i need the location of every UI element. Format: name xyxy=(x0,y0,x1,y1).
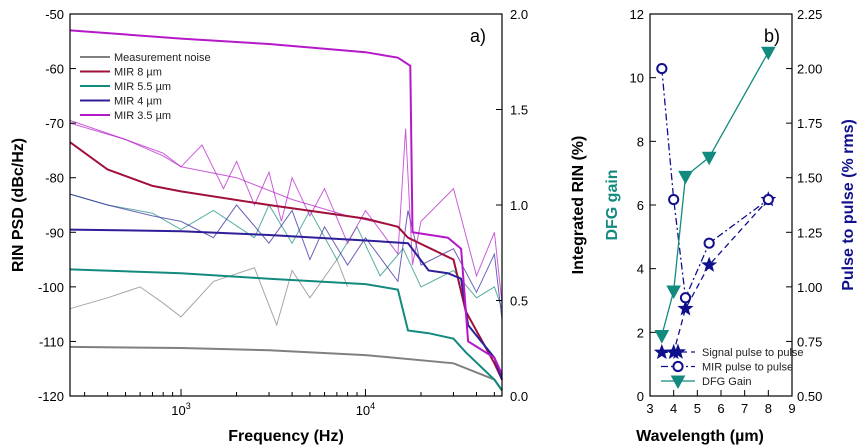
legend-label-mir4: MIR 4 µm xyxy=(114,96,162,108)
data-point-mir xyxy=(762,193,774,206)
x-tick-label-b: 4 xyxy=(670,401,677,416)
data-point-signal xyxy=(701,256,718,272)
legend-b: Signal pulse to pulse MIR pulse to pulse D… xyxy=(661,343,804,390)
data-point-mir xyxy=(656,62,668,75)
y-tick-label-right-b: 1.00 xyxy=(797,280,822,295)
y-tick-label-right-b: 0.50 xyxy=(797,389,822,404)
x-tick-label-b: 6 xyxy=(717,401,724,416)
panel-a-rin-chart: -50 -60 -70 -80 -90 -100 -110 -120 2.0 1.5 1.0 0.5 0… xyxy=(10,7,587,445)
y-tick-label-left-a: -60 xyxy=(45,62,64,77)
y-tick-label-left-a: -90 xyxy=(45,225,64,240)
legend-label-noise: Measurement noise xyxy=(114,52,211,64)
y-tick-label-right-a: 0.5 xyxy=(510,294,528,309)
x-tick-label-a: 104 xyxy=(356,401,375,418)
x-axis-label-a: Frequency (Hz) xyxy=(228,428,344,445)
psd-trace-mir35 xyxy=(69,122,503,304)
panel-b-gain-chart: 3 4 5 6 7 8 9 0 2 4 6 8 10 12 0.50 0.75 1.00 1.25 1.50 1.75… xyxy=(604,7,857,445)
y-tick-label-right-b: 1.50 xyxy=(797,171,822,186)
legend-label-signal: Signal pulse to pulse xyxy=(702,347,804,359)
x-tick-label-b: 9 xyxy=(788,401,795,416)
x-tick-label-b: 8 xyxy=(765,401,772,416)
y-tick-label-right-b: 2.00 xyxy=(797,62,822,77)
axis-ticks-a: -50 -60 -70 -80 -90 -100 -110 -120 2.0 1.5 1.0 0.5 0… xyxy=(38,7,528,418)
plot-frame-b xyxy=(649,13,793,397)
y-tick-label-left-b: 10 xyxy=(630,71,644,86)
y-axis-label-right-a: Integrated RIN (%) xyxy=(570,136,587,275)
y-tick-label-left-a: -70 xyxy=(45,116,64,131)
y-tick-label-left-a: -50 xyxy=(45,7,64,22)
panel-b-label: b) xyxy=(764,26,780,46)
integrated-trace-mir8 xyxy=(69,141,503,381)
data-point-dfg xyxy=(701,151,717,166)
x-tick-label-a: 103 xyxy=(171,401,190,418)
y-tick-label-left-b: 12 xyxy=(630,7,644,22)
legend-marker-dfg xyxy=(670,375,686,390)
psd-trace-mir4 xyxy=(69,193,503,320)
data-point-dfg xyxy=(678,170,693,185)
y-tick-label-right-a: 1.5 xyxy=(510,103,528,118)
legend-label-mir55: MIR 5.5 µm xyxy=(114,81,171,93)
y-tick-label-right-b: 0.75 xyxy=(797,334,822,349)
y-tick-label-right-a: 1.0 xyxy=(510,198,528,213)
series-line-signal xyxy=(661,199,769,353)
psd-trace-mir35 xyxy=(69,119,399,228)
legend-label-mir: MIR pulse to pulse xyxy=(702,362,793,374)
y-tick-label-right-b: 1.25 xyxy=(797,225,822,240)
panel-a-label: a) xyxy=(470,26,486,46)
data-point-mir xyxy=(703,237,715,249)
y-axis-label-left-a: RIN PSD (dBc/Hz) xyxy=(10,138,27,272)
psd-traces xyxy=(69,119,503,327)
x-tick-label-b: 3 xyxy=(646,401,653,416)
x-tick-label-b: 7 xyxy=(741,401,748,416)
psd-trace-noise xyxy=(69,258,349,327)
series-line-dfg xyxy=(661,51,769,336)
integrated-trace-mir35 xyxy=(69,29,503,375)
integrated-trace-mir55 xyxy=(69,268,503,392)
legend-marker-mir xyxy=(672,360,684,373)
data-point-dfg xyxy=(654,330,670,344)
y-tick-label-right-b: 2.25 xyxy=(797,7,822,22)
y-tick-label-right-b: 1.75 xyxy=(797,116,822,131)
legend-label-mir35: MIR 3.5 µm xyxy=(114,110,171,122)
y-tick-label-left-b: 0 xyxy=(637,389,644,404)
data-point-mir xyxy=(668,193,680,206)
legend-marker-signal xyxy=(669,343,687,359)
integrated-traces xyxy=(69,29,503,392)
data-point-dfg xyxy=(666,285,682,299)
legend-label-dfg: DFG Gain xyxy=(702,376,752,388)
y-tick-label-left-a: -80 xyxy=(45,171,64,186)
legend-a: Measurement noise MIR 8 µm MIR 5.5 µm MIR 4… xyxy=(80,52,211,122)
y-axis-label-right-b: Pulse to pulse (% rms) xyxy=(840,119,857,291)
integrated-trace-noise xyxy=(69,345,503,392)
y-tick-label-left-b: 8 xyxy=(637,134,644,149)
axis-ticks-b: 3 4 5 6 7 8 9 0 2 4 6 8 10 12 0.50 0.75 1.00 1.25 1.50 1.75… xyxy=(630,7,823,416)
x-axis-label-b: Wavelength (µm) xyxy=(636,428,764,445)
x-tick-label-b: 5 xyxy=(694,401,701,416)
y-tick-label-right-a: 2.0 xyxy=(510,7,528,22)
data-point-mir xyxy=(679,292,692,304)
series-b xyxy=(653,46,777,360)
data-point-signal xyxy=(677,300,694,316)
y-tick-label-left-b: 4 xyxy=(637,262,644,277)
y-axis-label-left-b: DFG gain xyxy=(604,169,621,240)
y-tick-label-left-b: 2 xyxy=(637,325,644,340)
y-tick-label-left-b: 6 xyxy=(637,198,644,213)
y-tick-label-left-a: -110 xyxy=(39,334,64,349)
y-tick-label-left-a: -120 xyxy=(38,389,64,404)
y-tick-label-right-a: 0.0 xyxy=(510,389,528,404)
integrated-trace-mir4 xyxy=(69,228,503,380)
y-tick-label-left-a: -100 xyxy=(38,280,64,295)
legend-label-mir8: MIR 8 µm xyxy=(114,67,162,79)
data-point-dfg xyxy=(760,46,776,61)
